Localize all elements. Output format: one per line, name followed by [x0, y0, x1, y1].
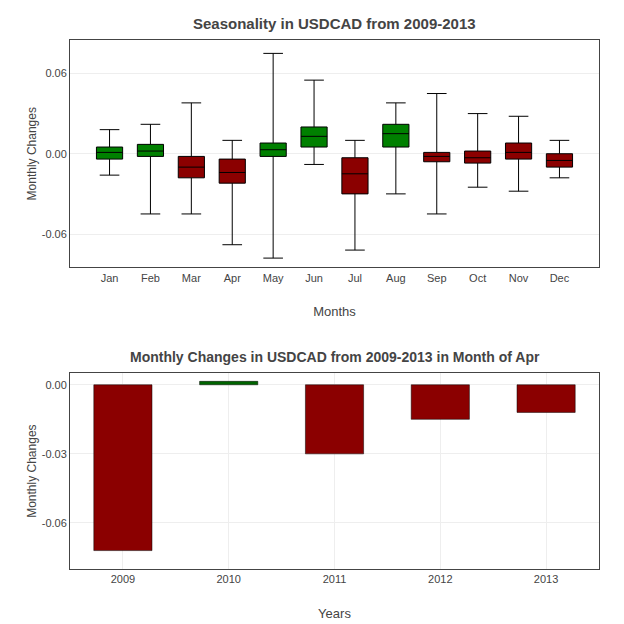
- svg-text:Nov: Nov: [509, 272, 529, 284]
- svg-text:Mar: Mar: [182, 272, 201, 284]
- svg-text:Aug: Aug: [386, 272, 406, 284]
- svg-text:2013: 2013: [534, 573, 558, 585]
- svg-text:0.00: 0.00: [45, 379, 66, 391]
- svg-text:Monthly Changes in USDCAD from: Monthly Changes in USDCAD from 2009-2013…: [130, 349, 540, 365]
- svg-text:Jan: Jan: [101, 272, 119, 284]
- svg-text:Sep: Sep: [427, 272, 447, 284]
- svg-text:Monthly Changes: Monthly Changes: [25, 424, 39, 517]
- svg-text:Feb: Feb: [141, 272, 160, 284]
- svg-text:Years: Years: [318, 606, 351, 621]
- svg-text:2011: 2011: [323, 573, 347, 585]
- svg-text:-0.06: -0.06: [42, 517, 67, 529]
- svg-text:Oct: Oct: [469, 272, 486, 284]
- svg-text:Jul: Jul: [348, 272, 362, 284]
- svg-text:-0.06: -0.06: [42, 228, 67, 240]
- svg-text:0.00: 0.00: [45, 148, 66, 160]
- svg-text:-0.03: -0.03: [42, 448, 67, 460]
- svg-text:0.06: 0.06: [45, 67, 66, 79]
- svg-text:2010: 2010: [216, 573, 240, 585]
- svg-text:2012: 2012: [428, 573, 452, 585]
- svg-text:Jun: Jun: [305, 272, 323, 284]
- svg-text:Apr: Apr: [224, 272, 241, 284]
- svg-text:Seasonality in USDCAD from 200: Seasonality in USDCAD from 2009-2013: [193, 15, 476, 32]
- svg-text:Monthly Changes: Monthly Changes: [25, 107, 39, 200]
- svg-text:May: May: [263, 272, 284, 284]
- svg-text:Months: Months: [313, 304, 356, 319]
- svg-text:2009: 2009: [111, 573, 135, 585]
- svg-text:Dec: Dec: [550, 272, 570, 284]
